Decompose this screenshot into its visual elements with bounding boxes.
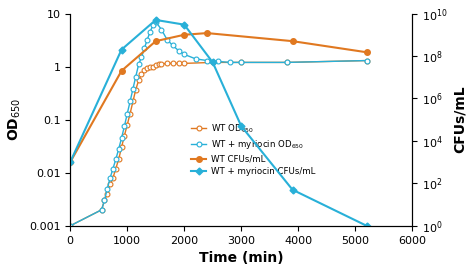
WT OD$_{650}$ [136, 79, 141, 82]
WT OD$_{650}$ [147, 66, 153, 69]
WT + myriocin CFUs/mL [290, 188, 295, 191]
WT + myriocin OD$_{650}$ [101, 199, 107, 202]
WT CFUs/mL [290, 39, 295, 43]
WT + myriocin OD$_{650}$ [284, 61, 290, 64]
WT OD$_{650}$ [133, 88, 138, 91]
WT OD$_{650}$ [130, 100, 136, 103]
WT + myriocin OD$_{650}$ [113, 157, 118, 161]
WT + myriocin OD$_{650}$ [107, 176, 113, 180]
Line: WT CFUs/mL: WT CFUs/mL [67, 30, 369, 165]
Line: WT + myriocin CFUs/mL: WT + myriocin CFUs/mL [68, 17, 369, 228]
WT + myriocin OD$_{650}$ [127, 100, 133, 103]
Line: WT OD$_{650}$: WT OD$_{650}$ [68, 58, 369, 228]
WT CFUs/mL [118, 69, 124, 72]
WT OD$_{650}$ [238, 61, 244, 64]
WT + myriocin OD$_{650}$ [133, 75, 138, 78]
Line: WT + myriocin OD$_{650}$: WT + myriocin OD$_{650}$ [68, 19, 369, 228]
WT + myriocin OD$_{650}$ [176, 49, 182, 52]
WT + myriocin OD$_{650}$ [124, 112, 130, 115]
WT + myriocin OD$_{650}$ [142, 47, 147, 50]
WT + myriocin OD$_{650}$ [104, 187, 110, 190]
WT CFUs/mL [204, 32, 210, 35]
WT OD$_{650}$ [364, 59, 369, 62]
WT + myriocin OD$_{650}$ [227, 61, 233, 64]
WT + myriocin OD$_{650}$ [159, 28, 164, 31]
WT + myriocin CFUs/mL [364, 224, 369, 227]
WT + myriocin OD$_{650}$ [67, 224, 73, 227]
WT + myriocin OD$_{650}$ [147, 30, 153, 33]
WT OD$_{650}$ [99, 208, 104, 211]
WT OD$_{650}$ [210, 61, 216, 64]
WT + myriocin OD$_{650}$ [138, 56, 144, 59]
WT OD$_{650}$ [113, 167, 118, 170]
Legend: WT OD$_{650}$, WT + myriocin OD$_{650}$, WT CFUs/mL, WT + myriocin CFUs/mL: WT OD$_{650}$, WT + myriocin OD$_{650}$,… [187, 119, 319, 180]
WT + myriocin OD$_{650}$ [364, 59, 369, 62]
WT + myriocin CFUs/mL [153, 18, 159, 21]
WT OD$_{650}$ [121, 134, 127, 137]
WT OD$_{650}$ [284, 61, 290, 64]
WT OD$_{650}$ [124, 123, 130, 126]
WT + myriocin CFUs/mL [210, 61, 216, 64]
WT OD$_{650}$ [170, 62, 176, 65]
WT + myriocin OD$_{650}$ [153, 20, 159, 23]
X-axis label: Time (min): Time (min) [199, 251, 283, 265]
WT CFUs/mL [67, 160, 73, 164]
Y-axis label: OD$_{650}$: OD$_{650}$ [7, 98, 23, 141]
WT OD$_{650}$ [156, 63, 162, 66]
WT OD$_{650}$ [116, 157, 121, 161]
WT + myriocin OD$_{650}$ [238, 61, 244, 64]
WT + myriocin OD$_{650}$ [164, 38, 170, 41]
WT + myriocin OD$_{650}$ [110, 167, 116, 170]
WT + myriocin OD$_{650}$ [121, 125, 127, 128]
WT OD$_{650}$ [67, 224, 73, 227]
WT OD$_{650}$ [153, 64, 159, 67]
WT + myriocin OD$_{650}$ [118, 137, 124, 140]
WT CFUs/mL [364, 51, 369, 54]
WT OD$_{650}$ [127, 112, 133, 115]
WT + myriocin CFUs/mL [238, 124, 244, 128]
WT + myriocin OD$_{650}$ [130, 87, 136, 91]
WT + myriocin CFUs/mL [182, 23, 187, 26]
WT + myriocin CFUs/mL [67, 160, 73, 164]
WT OD$_{650}$ [138, 73, 144, 76]
WT OD$_{650}$ [164, 62, 170, 65]
WT + myriocin OD$_{650}$ [116, 147, 121, 151]
WT OD$_{650}$ [101, 199, 107, 202]
WT OD$_{650}$ [182, 62, 187, 65]
WT + myriocin OD$_{650}$ [170, 44, 176, 47]
WT OD$_{650}$ [159, 62, 164, 66]
WT OD$_{650}$ [150, 65, 156, 68]
WT OD$_{650}$ [110, 176, 116, 180]
WT OD$_{650}$ [142, 69, 147, 72]
WT OD$_{650}$ [107, 183, 113, 186]
WT CFUs/mL [182, 33, 187, 36]
WT OD$_{650}$ [118, 146, 124, 149]
WT + myriocin OD$_{650}$ [182, 53, 187, 56]
WT CFUs/mL [153, 39, 159, 43]
WT + myriocin OD$_{650}$ [145, 38, 150, 41]
WT + myriocin CFUs/mL [118, 48, 124, 51]
WT + myriocin OD$_{650}$ [99, 208, 104, 211]
WT OD$_{650}$ [176, 62, 182, 65]
WT OD$_{650}$ [145, 67, 150, 70]
WT OD$_{650}$ [104, 192, 110, 196]
WT + myriocin OD$_{650}$ [150, 24, 156, 27]
WT + myriocin OD$_{650}$ [204, 59, 210, 62]
WT + myriocin OD$_{650}$ [193, 57, 199, 60]
WT + myriocin OD$_{650}$ [136, 63, 141, 66]
Y-axis label: CFUs/mL: CFUs/mL [453, 86, 467, 153]
WT + myriocin OD$_{650}$ [216, 60, 221, 63]
